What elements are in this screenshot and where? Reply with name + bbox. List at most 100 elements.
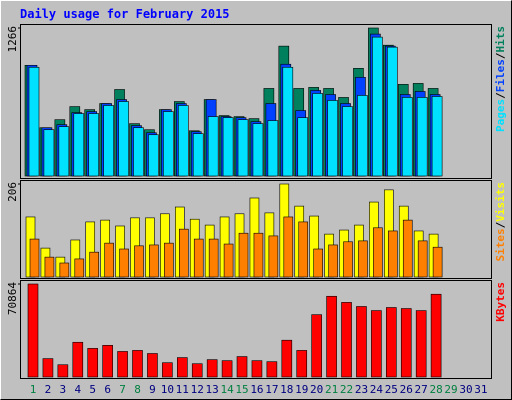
x-tick-label: 9 [149, 383, 156, 396]
bar [133, 127, 144, 177]
panel-frame [20, 280, 492, 379]
bar [267, 120, 279, 177]
bar [102, 345, 113, 378]
x-tick-label: 12 [191, 383, 204, 396]
x-tick-label: 21 [325, 383, 338, 396]
bar [252, 123, 264, 177]
bar [119, 248, 129, 278]
bar [104, 242, 114, 278]
x-tick-label: 8 [134, 383, 141, 396]
bar [74, 258, 85, 278]
bar [236, 356, 248, 378]
bar [313, 248, 323, 278]
legend-entry: KBytes [494, 282, 507, 322]
y-tick-label: 70864 [6, 282, 19, 315]
bar [192, 133, 204, 177]
bar [118, 101, 129, 177]
x-tick-label: 25 [385, 383, 398, 396]
bar [162, 362, 173, 378]
bar [73, 113, 85, 177]
bar [89, 251, 100, 278]
bar [44, 256, 55, 278]
bar [149, 244, 159, 278]
bar [132, 350, 143, 378]
bar [281, 339, 293, 378]
chart-title: Daily usage for February 2015 [20, 7, 230, 21]
bar [103, 105, 114, 177]
bar [206, 359, 218, 378]
legend-entry: Visits [494, 182, 507, 222]
bar [178, 105, 189, 177]
bar [147, 353, 158, 378]
x-tick-label: 16 [250, 383, 263, 396]
x-tick-label: 5 [89, 383, 96, 396]
legend-entry: Files [494, 59, 507, 92]
x-tick-label: 30 [459, 383, 472, 396]
x-tick-label: 18 [280, 383, 293, 396]
bar [177, 357, 188, 378]
x-tick-label: 24 [370, 383, 384, 396]
legend-separator: / [494, 52, 507, 59]
bar [343, 241, 353, 278]
x-tick-label: 15 [235, 383, 248, 396]
bar [402, 219, 413, 278]
bar [191, 363, 203, 378]
bar [341, 302, 352, 378]
x-tick-label: 11 [176, 383, 189, 396]
bar [342, 106, 353, 177]
bar [311, 314, 322, 378]
bar [148, 134, 159, 177]
bar [358, 240, 368, 278]
bar [282, 66, 294, 177]
panel-frame [20, 180, 492, 279]
bar [312, 93, 323, 177]
bar [238, 232, 249, 278]
bar [415, 310, 427, 378]
x-tick-label: 2 [45, 383, 52, 396]
bar [371, 310, 382, 378]
x-tick-label: 13 [206, 383, 219, 396]
x-tick-label: 28 [429, 383, 442, 396]
x-tick-label: 19 [295, 383, 308, 396]
legend-entry: Pages [494, 99, 507, 132]
bar [297, 117, 309, 177]
bar [193, 238, 204, 278]
legend-separator: / [494, 221, 507, 228]
bar [72, 341, 84, 378]
bar [237, 119, 249, 177]
panel-frame [20, 24, 492, 179]
bar [266, 361, 278, 378]
bar [387, 46, 398, 177]
bar [27, 283, 39, 378]
x-tick-label: 14 [220, 383, 234, 396]
bar [416, 97, 428, 177]
bar [134, 245, 144, 278]
bar [417, 240, 428, 278]
bar [88, 113, 100, 177]
bar [57, 364, 69, 378]
x-tick-label: 17 [265, 383, 278, 396]
bar [43, 129, 55, 177]
x-tick-label: 23 [355, 383, 368, 396]
bar [58, 126, 70, 177]
bar [400, 308, 412, 378]
x-tick-label: 7 [119, 383, 126, 396]
bar [283, 216, 294, 278]
bar [296, 350, 308, 378]
bar [179, 228, 189, 278]
x-tick-label: 3 [60, 383, 67, 396]
x-tick-label: 1 [30, 383, 37, 396]
bar [164, 242, 174, 278]
y-tick-label: 1266 [6, 26, 19, 53]
x-tick-label: 22 [340, 383, 353, 396]
legend-separator: / [494, 92, 507, 99]
bar [326, 295, 337, 378]
bar [28, 66, 40, 177]
bar [163, 111, 174, 177]
x-tick-label: 20 [310, 383, 323, 396]
bar [268, 235, 279, 278]
legend-entry: Hits [494, 26, 507, 53]
bar [59, 262, 70, 278]
